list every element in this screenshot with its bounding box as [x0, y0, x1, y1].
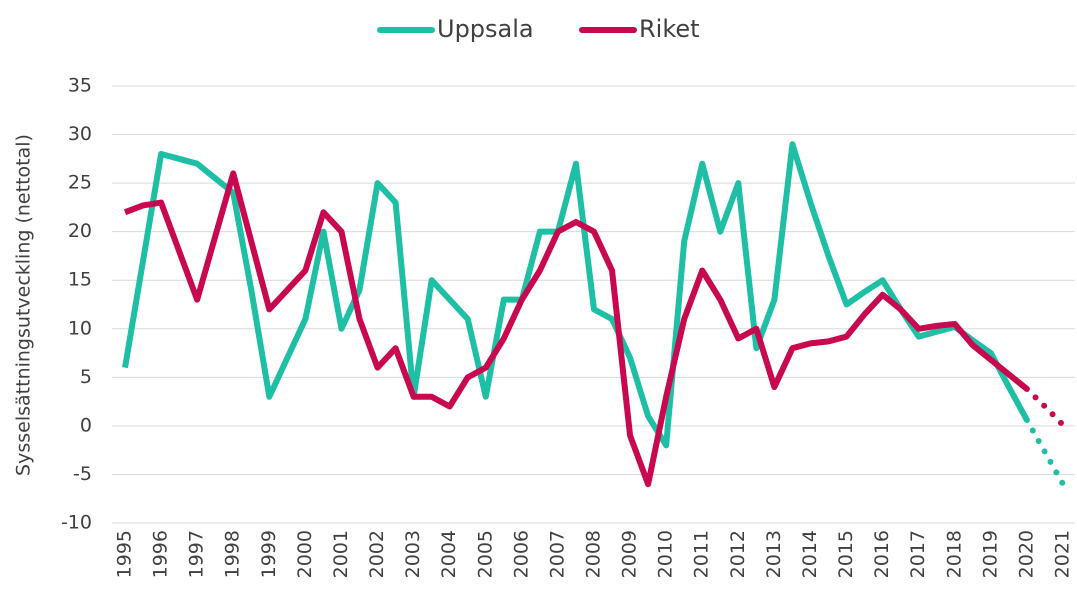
y-tick-label: 0: [80, 414, 92, 436]
x-tick-label: 2016: [871, 530, 893, 578]
x-tick-label: 2001: [330, 530, 352, 578]
x-tick-label: 2005: [474, 530, 496, 578]
x-tick-label: 2000: [294, 530, 316, 578]
legend-label: Riket: [639, 15, 700, 43]
x-tick-label: 2019: [979, 530, 1001, 578]
x-tick-label: 1995: [114, 530, 136, 578]
x-tick-label: 2009: [619, 530, 641, 578]
y-tick-label: -10: [61, 512, 92, 534]
legend-label: Uppsala: [437, 15, 534, 43]
series-line: [123, 170, 1029, 488]
y-tick-label: 15: [68, 269, 92, 291]
x-tick-label: 2007: [546, 530, 568, 578]
x-tick-label: 1998: [222, 530, 244, 578]
x-tick-label: 2011: [691, 530, 713, 578]
x-tick-label: 2010: [655, 530, 677, 578]
x-tick-label: 1997: [186, 530, 208, 578]
forecast-line: [1023, 417, 1066, 488]
x-tick-label: 2017: [907, 530, 929, 578]
x-tick-label: 2013: [763, 530, 785, 578]
x-tick-label: 2014: [799, 530, 821, 578]
x-tick-label: 1996: [150, 530, 172, 578]
y-tick-label: 35: [68, 75, 92, 97]
x-tick-label: 2003: [402, 530, 424, 578]
forecast-line: [1023, 385, 1066, 428]
y-tick-label: 10: [68, 317, 92, 339]
y-tick-label: 5: [80, 366, 92, 388]
y-tick-label: 30: [68, 123, 92, 145]
x-tick-label: 2015: [835, 530, 857, 578]
x-tick-label: 1999: [258, 530, 280, 578]
x-tick-label: 2006: [510, 530, 532, 578]
x-tick-label: 2021: [1052, 530, 1074, 578]
y-tick-label: 20: [68, 220, 92, 242]
x-tick-label: 2004: [438, 530, 460, 578]
x-tick-label: 2008: [583, 530, 605, 578]
y-tick-label: 25: [68, 172, 92, 194]
x-tick-label: 2020: [1015, 530, 1037, 578]
x-tick-label: 2002: [366, 530, 388, 578]
x-tick-label: 2018: [943, 530, 965, 578]
series-line: [122, 141, 1030, 449]
y-tick-label: -5: [73, 463, 92, 485]
x-tick-label: 2012: [727, 530, 749, 578]
y-axis-label: Sysselsättningsutveckling (nettotal): [13, 134, 35, 476]
